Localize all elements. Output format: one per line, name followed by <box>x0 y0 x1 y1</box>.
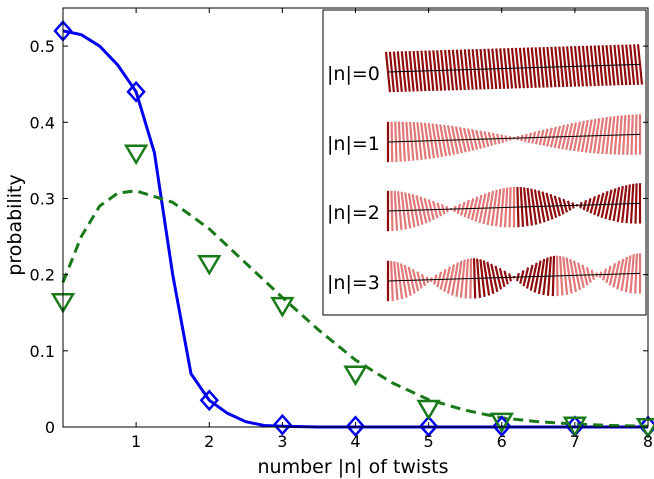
ribbon-axis <box>387 202 641 212</box>
series-2-marker <box>343 365 368 387</box>
inset-twisted-ribbons: |n|=0 |n|=1 |n|=2 |n|=3 <box>322 9 647 316</box>
series-2-marker <box>562 416 588 438</box>
series-2-marker <box>270 296 295 318</box>
x-tick-label: 5 <box>424 432 434 451</box>
series-2-marker <box>123 144 149 166</box>
y-axis-label: probability <box>4 174 26 275</box>
series-1-marker <box>345 415 366 438</box>
series-2-marker <box>197 254 222 276</box>
x-tick-label: 7 <box>570 432 580 451</box>
ribbon-row: |n|=1 <box>327 114 642 163</box>
x-axis-label: number |n| of twists <box>258 456 449 478</box>
inset-row-label: |n|=3 <box>327 272 380 294</box>
y-tick-label: 0.4 <box>30 113 55 132</box>
inset-row-label: |n|=0 <box>327 63 380 85</box>
series-markers <box>50 20 654 439</box>
series-2-line <box>61 189 649 428</box>
ribbon-axis <box>387 63 641 73</box>
x-tick-label: 1 <box>131 432 141 451</box>
series-1-marker <box>418 415 439 438</box>
series-1-marker <box>272 413 293 436</box>
x-tick-label: 3 <box>277 432 287 451</box>
series-2-marker <box>489 412 514 434</box>
series-1-marker <box>126 80 146 103</box>
ribbon-axis <box>387 272 641 282</box>
series-2-marker <box>416 399 441 421</box>
x-tick-label: 4 <box>350 432 360 451</box>
series-1-marker <box>199 389 219 412</box>
x-tick-label: 2 <box>204 432 214 451</box>
ribbon-axis <box>387 133 641 143</box>
y-tick-label: 0.1 <box>30 342 55 361</box>
ribbon-row: |n|=3 <box>327 253 642 302</box>
y-tick-label: 0.5 <box>30 37 55 56</box>
ribbon-row: |n|=0 <box>327 44 644 93</box>
inset-row-label: |n|=1 <box>327 133 380 155</box>
x-tick-label: 8 <box>643 432 653 451</box>
axis-ticks: 1 2 3 4 5 6 7 8 0 0.1 0.2 0.3 0.4 0.5 <box>30 8 653 451</box>
x-tick-label: 6 <box>497 432 507 451</box>
inset-row-label: |n|=2 <box>327 202 380 224</box>
ribbon-row: |n|=2 <box>327 183 642 232</box>
y-tick-label: 0.3 <box>30 189 55 208</box>
y-tick-label: 0.2 <box>30 266 55 285</box>
y-tick-label: 0 <box>45 418 55 437</box>
